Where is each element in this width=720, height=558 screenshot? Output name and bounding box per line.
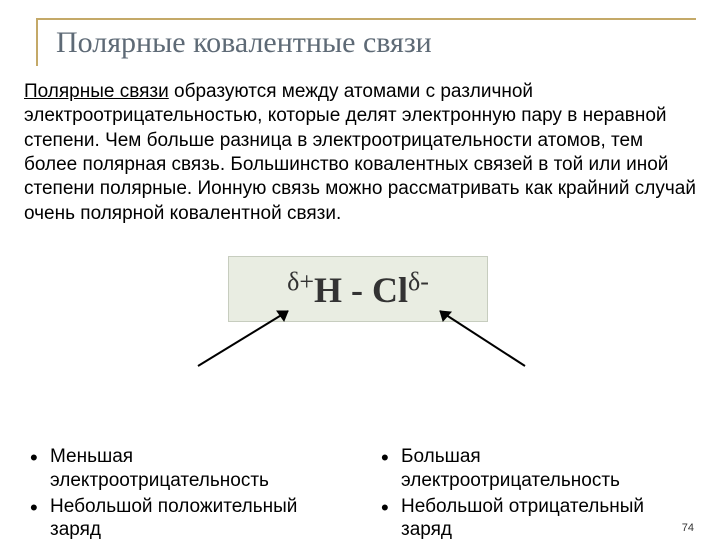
delta-plus: δ+ <box>287 267 314 296</box>
right-column: Большая электроотрицательность Небольшой… <box>375 445 696 544</box>
bullet-row: Меньшая электроотрицательность Небольшой… <box>24 445 696 544</box>
list-item: Меньшая электроотрицательность <box>50 445 345 493</box>
atom-h: H <box>314 270 342 310</box>
arrow-right <box>420 306 540 376</box>
formula-region: δ+H - Clδ- <box>0 246 720 366</box>
title-bar: Полярные ковалентные связи <box>36 18 696 66</box>
bond: - <box>342 270 372 310</box>
list-item: Большая электроотрицательность <box>401 445 696 493</box>
list-item: Небольшой отрицательный заряд <box>401 495 696 543</box>
delta-minus: δ- <box>408 267 429 296</box>
left-column: Меньшая электроотрицательность Небольшой… <box>24 445 345 544</box>
lead-underlined: Полярные связи <box>24 81 169 102</box>
slide-title: Полярные ковалентные связи <box>56 26 696 60</box>
formula: δ+H - Clδ- <box>287 267 429 311</box>
paragraph-rest: образуются между атомами с различной эле… <box>24 81 696 224</box>
atom-cl: Cl <box>372 270 408 310</box>
page-number: 74 <box>682 522 694 534</box>
list-item: Небольшой положительный заряд <box>50 495 345 543</box>
body-paragraph: Полярные связи образуются между атомами … <box>24 80 696 226</box>
arrow-left <box>188 306 308 376</box>
